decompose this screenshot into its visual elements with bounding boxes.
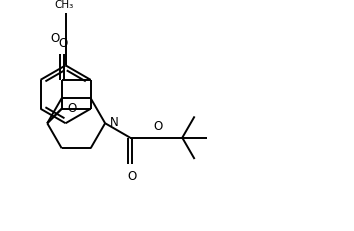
- Text: O: O: [58, 36, 68, 49]
- Text: O: O: [127, 169, 136, 182]
- Text: N: N: [109, 116, 118, 129]
- Text: CH₃: CH₃: [55, 0, 74, 10]
- Text: O: O: [67, 102, 76, 115]
- Text: O: O: [50, 32, 59, 45]
- Text: O: O: [153, 120, 162, 133]
